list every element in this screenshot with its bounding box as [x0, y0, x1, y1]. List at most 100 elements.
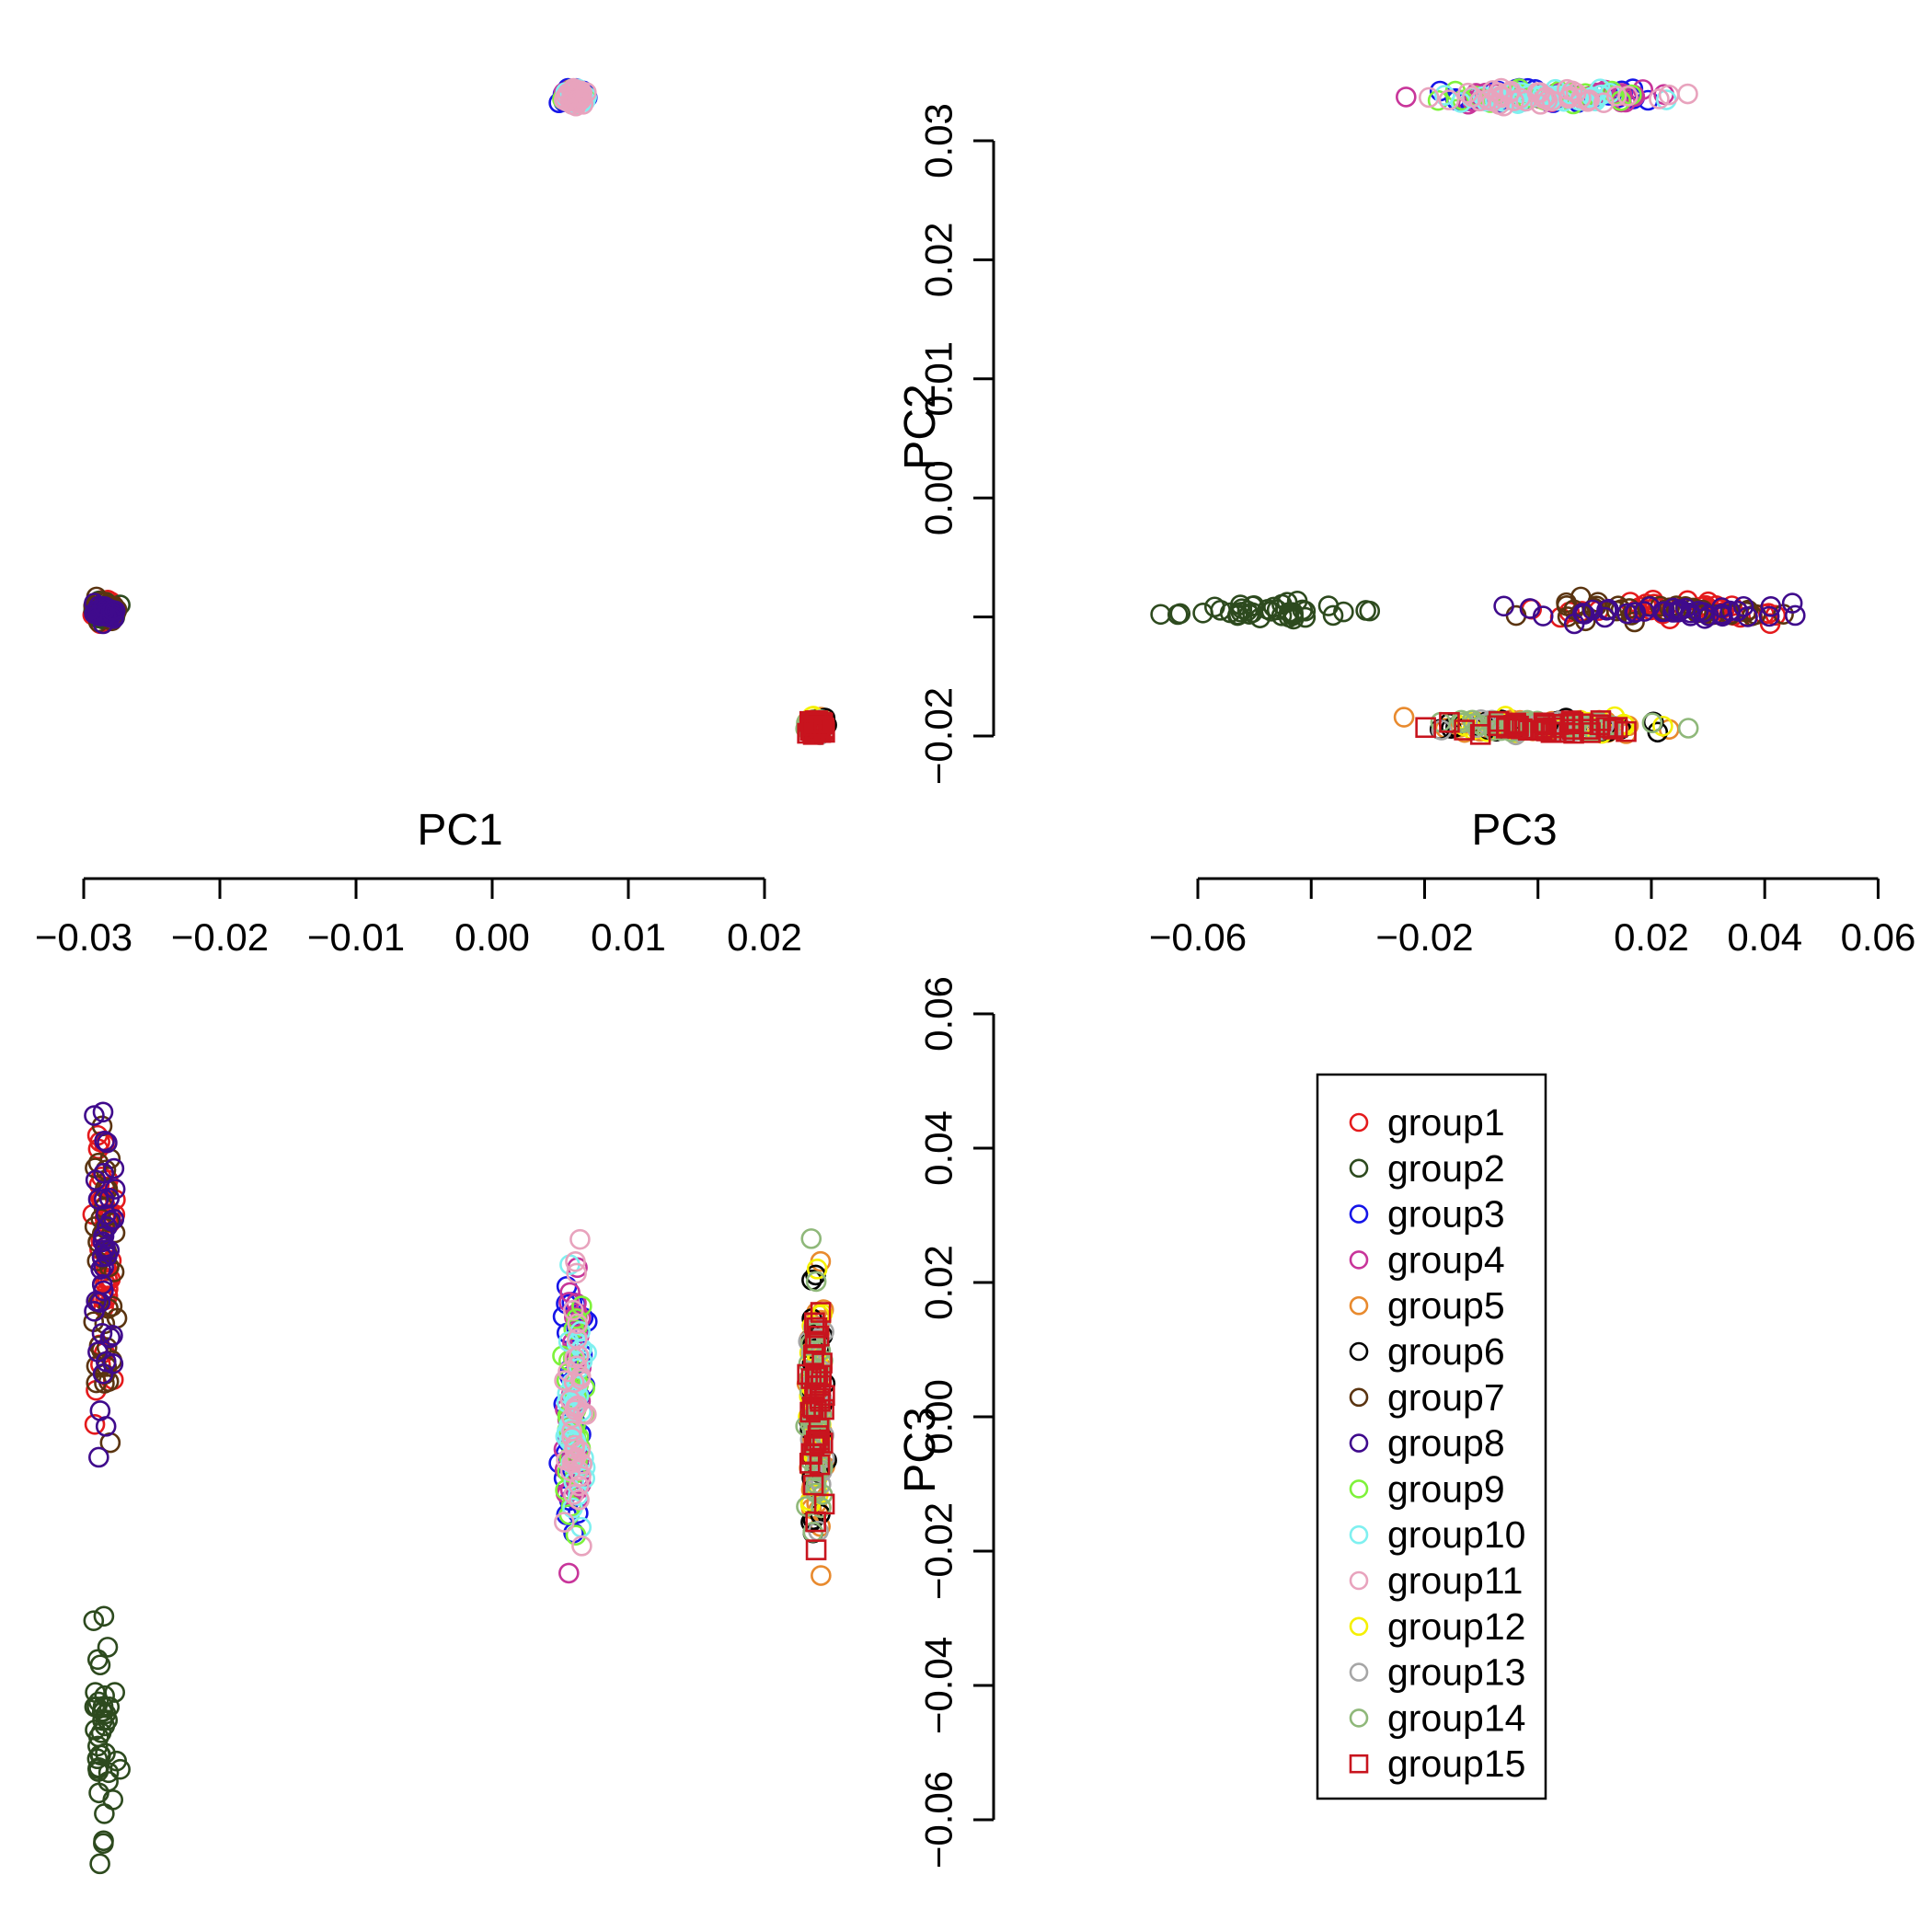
pc3-axis-side-tick-label: 0.06 [917, 976, 960, 1052]
group8-point [91, 1246, 113, 1268]
pc2-axis-tick-label: 0.00 [917, 460, 960, 535]
group14-point [805, 1271, 827, 1293]
pc1-axis-tick-label: −0.02 [171, 915, 269, 959]
group11-point [569, 1489, 590, 1511]
group8-point [1493, 595, 1514, 617]
group8-point [1697, 605, 1719, 627]
legend-marker [1349, 1433, 1369, 1453]
pc3-axis-bottom-tick-label: 0.02 [1614, 915, 1689, 959]
group8-point [1758, 605, 1780, 627]
group11-point [1515, 90, 1536, 112]
group15-point [1553, 713, 1575, 735]
group8-point [92, 1101, 114, 1123]
group11-point [1557, 78, 1578, 100]
group11-point [554, 1370, 575, 1391]
legend-item: group12 [1349, 1605, 1525, 1648]
group15-point [810, 1302, 832, 1323]
legend-marker [1349, 1479, 1369, 1499]
group15-point [813, 1493, 835, 1515]
legend-marker [1349, 1387, 1369, 1408]
legend-item: group13 [1349, 1651, 1525, 1694]
group2-point [87, 1735, 109, 1757]
group15-point [811, 1364, 833, 1386]
group2-point [92, 1696, 114, 1718]
group12-point [1652, 715, 1673, 737]
group11-point [1565, 82, 1587, 104]
pc1-axis-tick-label: 0.00 [454, 915, 530, 959]
group8-point [1532, 605, 1554, 627]
group8-point [1727, 600, 1749, 622]
group11-point [1649, 88, 1670, 109]
legend-label: group2 [1387, 1147, 1505, 1190]
group8-point [93, 595, 114, 617]
data-points [82, 77, 1806, 1875]
group8-point [102, 1325, 123, 1346]
group2-point [94, 1803, 115, 1824]
legend-marker [1349, 1341, 1369, 1362]
pc1-axis-title: PC1 [417, 806, 502, 855]
pc3-axis-bottom-tick-label: 0.04 [1727, 915, 1802, 959]
group2-point [89, 1744, 111, 1765]
pc3-axis-title-bottom: PC3 [1471, 806, 1557, 855]
legend-marker [1349, 1662, 1369, 1682]
group8-point [94, 1130, 115, 1152]
group2-point [1322, 604, 1344, 627]
group11-point [1579, 89, 1600, 110]
group8-point [95, 1204, 117, 1225]
group8-point [100, 1210, 121, 1232]
group9-point [1427, 89, 1449, 111]
group15-point [805, 1539, 827, 1560]
group8-point [1674, 597, 1696, 619]
legend-marker [1349, 1708, 1369, 1728]
group15-point [1415, 717, 1436, 739]
legend-label: group12 [1387, 1605, 1525, 1648]
legend-item: group9 [1349, 1467, 1505, 1510]
legend-marker [1349, 1570, 1369, 1591]
legend-marker [1349, 1112, 1369, 1133]
group2-point [85, 1719, 106, 1741]
legend-label: group3 [1387, 1193, 1505, 1236]
legend-marker [1349, 1158, 1369, 1179]
group2-point [1263, 596, 1284, 618]
pc3-axis-side-tick-label: −0.06 [917, 1771, 960, 1869]
legend-marker [1349, 1524, 1369, 1545]
legend-label: group14 [1387, 1696, 1525, 1739]
pc3-axis-side-tick-label: 0.04 [917, 1110, 960, 1186]
group2-point [83, 1610, 105, 1631]
group15-point [803, 1434, 825, 1456]
group8-point [1662, 602, 1684, 623]
group8-points [84, 592, 1806, 1468]
group11-point [566, 1262, 587, 1284]
group2-point [97, 1637, 119, 1658]
pc1-axis-tick-label: −0.01 [307, 915, 405, 959]
group15-point [811, 1352, 833, 1374]
legend-label: group9 [1387, 1467, 1505, 1510]
legend-label: group8 [1387, 1422, 1505, 1465]
legend-marker [1349, 1754, 1369, 1774]
group15-point [802, 1474, 824, 1496]
group11-point [561, 1427, 582, 1448]
legend-marker [1349, 1250, 1369, 1270]
legend-label: group6 [1387, 1330, 1505, 1373]
group15-point [806, 712, 827, 734]
legend-label: group11 [1387, 1559, 1523, 1602]
group11-point [561, 1420, 582, 1442]
group15-point [1595, 717, 1617, 738]
group11-point [1605, 86, 1627, 107]
legend-item: group3 [1349, 1193, 1505, 1236]
group11-point [571, 1535, 592, 1557]
group14-point [800, 1228, 822, 1249]
group8-point [88, 1446, 109, 1468]
group15-point [1508, 715, 1529, 737]
pc3-axis-side-tick-label: 0.02 [917, 1245, 960, 1320]
legend-marker [1349, 1204, 1369, 1224]
group8-point [1653, 601, 1675, 623]
legend-marker [1349, 1616, 1369, 1637]
group14-point [1677, 718, 1699, 739]
group11-point [567, 1395, 589, 1417]
pc3-axis-title-side: PC3 [896, 1407, 945, 1492]
pc1-axis-tick-label: 0.02 [727, 915, 802, 959]
group11-point [1482, 80, 1503, 101]
